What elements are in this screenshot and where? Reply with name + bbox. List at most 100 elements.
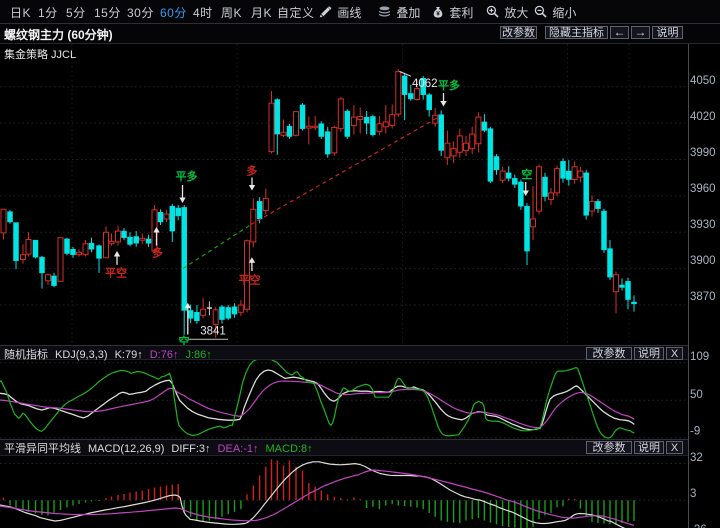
candle-body-up [331,126,338,154]
kdj-axis-label: 50 [690,389,703,401]
kdj-change-params-button[interactable]: 改参数 [586,347,632,360]
tool-zoom-out[interactable]: 缩小 [534,4,576,21]
signal-arrow-head-down [522,190,529,196]
candle-body-up [25,239,32,255]
toolbar-tool-label: 套利 [449,6,474,20]
period-weekly[interactable]: 周K [221,6,243,20]
candle-body-down [401,75,408,95]
candle-body-down [88,242,95,250]
period-30min[interactable]: 30分 [127,6,154,20]
candle-body-up [499,170,506,181]
signal-arrow-head-up [153,227,160,233]
candle-body-up [82,243,89,256]
trend-line [250,117,438,226]
candle-body-down [583,172,589,216]
candle-body-down [363,116,370,124]
period-monthly[interactable]: 月K [251,6,273,20]
macd-params: MACD(12,26,9) [88,443,165,455]
candle-body-down [601,210,607,251]
candle-body-up [108,240,115,245]
candle-body-up [244,240,250,310]
toolbar-tool-label: 叠加 [396,6,421,20]
candle-body-down [145,238,152,244]
period-daily[interactable]: 日K [10,6,32,20]
price-axis-label: 3960 [690,183,716,195]
candle-body-up [103,231,109,259]
prev-arrow-button[interactable]: ← [610,26,629,39]
macd-axis-label: 3 [690,488,696,500]
candle-body-down [194,312,200,322]
hide-main-indicator-button[interactable]: 隐藏主指标 [545,26,608,39]
kdj-plot [0,358,635,439]
candle-body-up [76,251,82,256]
candle-body-up [382,121,389,128]
candle-body-up [456,135,463,153]
candle-body-down [493,156,500,171]
macd-help-button[interactable]: 说明 [634,441,664,454]
tool-overlay[interactable]: 叠加 [378,4,420,21]
candle-body-up [469,133,476,150]
candle-body-up [200,308,207,316]
period-custom[interactable]: 自定义 [277,6,315,20]
candle-body-down [274,99,281,135]
candle-body-up [395,71,402,115]
macd-change-params-button[interactable]: 改参数 [586,441,632,454]
candle-body-down [408,93,414,100]
next-arrow-button[interactable]: → [631,26,650,39]
change-params-button[interactable]: 改参数 [500,26,537,39]
candle-body-up [357,116,364,121]
candle-body-down [518,181,524,207]
tool-zoom-in[interactable]: 放大 [486,4,528,21]
macd-header-text: 平滑异同平均线 MACD(12,26,9) DIFF:3↑ DEA:-1↑ MACD:8… [4,440,320,456]
candle-body-down [631,301,637,305]
period-15min[interactable]: 15分 [94,6,121,20]
tool-arbitrage[interactable]: ¥ 套利 [432,4,473,21]
period-4hour[interactable]: 4时 [193,6,213,20]
candle-body-up [450,148,457,157]
candle-body-down [96,245,102,259]
period-5min[interactable]: 5分 [66,6,86,20]
signal-arrow-head-up [113,251,121,257]
trend-line [182,223,252,270]
macd-close-button[interactable]: X [666,441,683,454]
signal-text-空: 空 [179,334,190,348]
signal-arrow-head-down [440,101,447,107]
candle-body-down [438,114,444,151]
candle-body-up [548,192,554,201]
candle-body-down [512,178,518,185]
kdj-header-text: 随机指标 KDJ(9,3,3) K:79↑ D:76↑ J:86↑ [4,346,219,362]
candle-body-up [262,197,269,211]
price-axis-label: 4050 [690,75,716,87]
signal-text-平多: 平多 [176,169,198,183]
period-toolbar: 日K 1分 5分 15分 30分 60分 4时 周K 月K 自定义 画线 叠加 … [0,0,720,24]
candle-body-down [121,230,127,238]
candle-body-up [45,274,51,282]
kdj-line-J [0,358,635,439]
candle-body-up [163,213,170,220]
kdj-indicator-header: 随机指标 KDJ(9,3,3) K:79↑ D:76↑ J:86↑ 改参数 说明 X [0,345,688,362]
candle-body-up [350,116,357,127]
period-1min[interactable]: 1分 [38,6,58,20]
kdj-close-button[interactable]: X [666,347,683,360]
candle-body-up [57,237,64,282]
candle-body-down [481,121,488,131]
candle-body-down [420,78,426,95]
candle-body-up [237,304,244,313]
macd-indicator-header: 平滑异同平均线 MACD(12,26,9) DIFF:3↑ DEA:-1↑ MACD:8… [0,439,688,456]
candle-body-down [231,306,238,315]
macd-line-DIFF [0,461,626,528]
arbitrage-icon: ¥ [432,6,444,21]
candle-body-down [299,104,306,129]
help-button[interactable]: 说明 [652,26,683,39]
candle-body-down [70,248,76,255]
period-60min[interactable]: 60分 [160,6,187,20]
kdj-help-button[interactable]: 说明 [634,347,664,360]
signal-arrow-head-down [248,185,256,191]
candle-body-up [312,125,319,129]
candle-body-up [577,170,584,178]
tool-pencil[interactable]: 画线 [319,4,361,21]
overlay-icon [378,6,391,21]
candle-body-up [139,237,146,241]
instrument-title-bar: 螺纹钢主力 (60分钟) 改参数 隐藏主指标 ← → 说明 [0,24,720,44]
